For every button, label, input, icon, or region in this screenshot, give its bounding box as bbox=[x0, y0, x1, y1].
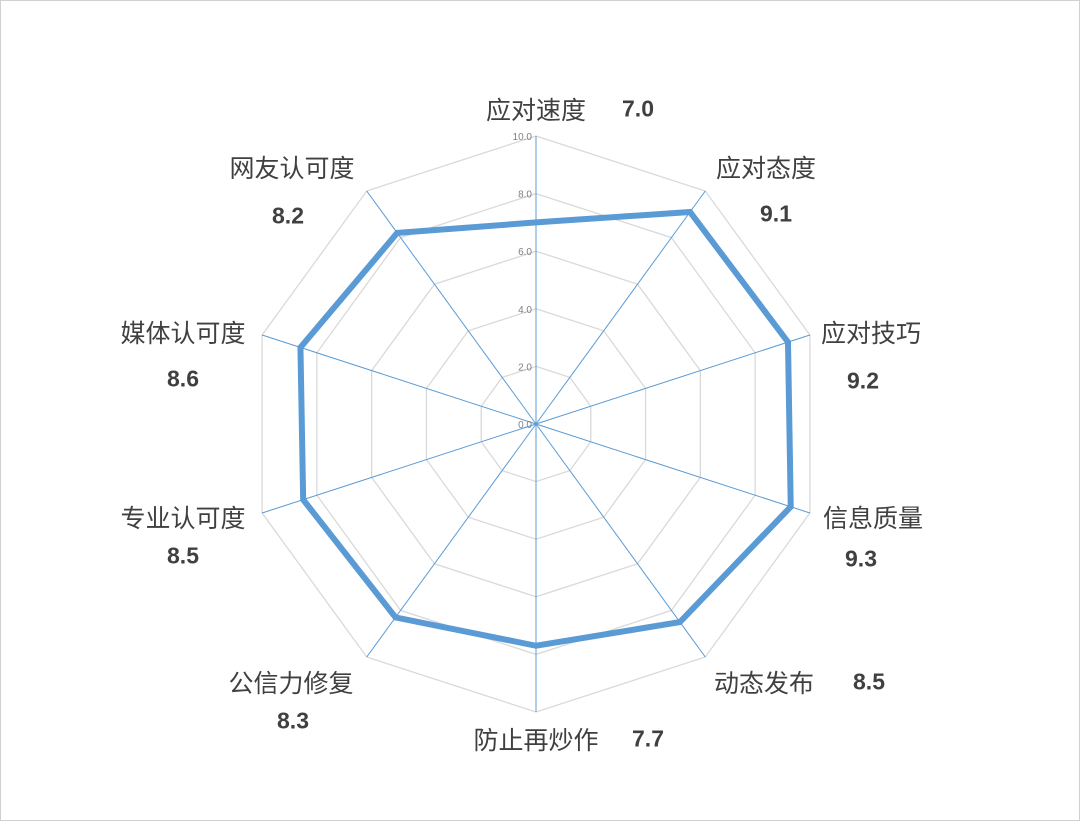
tick-label: 4.0 bbox=[518, 305, 532, 316]
category-label: 信息质量 bbox=[822, 504, 924, 533]
axis-spoke bbox=[535, 190, 706, 425]
axis-spoke bbox=[261, 334, 537, 425]
category-label: 应对态度 bbox=[715, 154, 817, 183]
axis-spoke bbox=[535, 423, 811, 514]
category-label: 网友认可度 bbox=[229, 154, 355, 183]
category-label: 应对技巧 bbox=[820, 319, 922, 348]
axis-spoke bbox=[535, 423, 706, 658]
category-label: 动态发布 bbox=[713, 669, 815, 698]
axis-spoke bbox=[535, 334, 811, 425]
data-label: 9.2 bbox=[847, 367, 879, 394]
data-label: 8.6 bbox=[167, 365, 199, 392]
category-label: 专业认可度 bbox=[120, 504, 246, 533]
data-label: 8.2 bbox=[272, 202, 304, 229]
data-label: 7.7 bbox=[632, 725, 664, 752]
axis-spoke bbox=[366, 423, 537, 658]
series-line bbox=[297, 208, 794, 649]
data-label: 8.3 bbox=[277, 707, 309, 734]
data-label: 7.0 bbox=[622, 95, 654, 122]
category-label: 应对速度 bbox=[485, 96, 587, 125]
tick-label: 6.0 bbox=[518, 247, 532, 258]
data-label: 8.5 bbox=[167, 542, 199, 569]
category-label: 公信力修复 bbox=[228, 669, 354, 698]
tick-label: 10.0 bbox=[513, 132, 533, 143]
axis-spoke bbox=[366, 190, 537, 425]
data-label: 9.1 bbox=[760, 200, 792, 227]
category-label: 媒体认可度 bbox=[120, 319, 246, 348]
tick-label: 2.0 bbox=[518, 362, 532, 373]
data-label: 9.3 bbox=[845, 545, 877, 572]
axis-spoke bbox=[261, 423, 537, 514]
data-label: 8.5 bbox=[853, 668, 885, 695]
category-label: 防止再炒作 bbox=[473, 726, 599, 755]
tick-label: 8.0 bbox=[518, 190, 532, 201]
tick-label: 0.0 bbox=[518, 420, 532, 431]
